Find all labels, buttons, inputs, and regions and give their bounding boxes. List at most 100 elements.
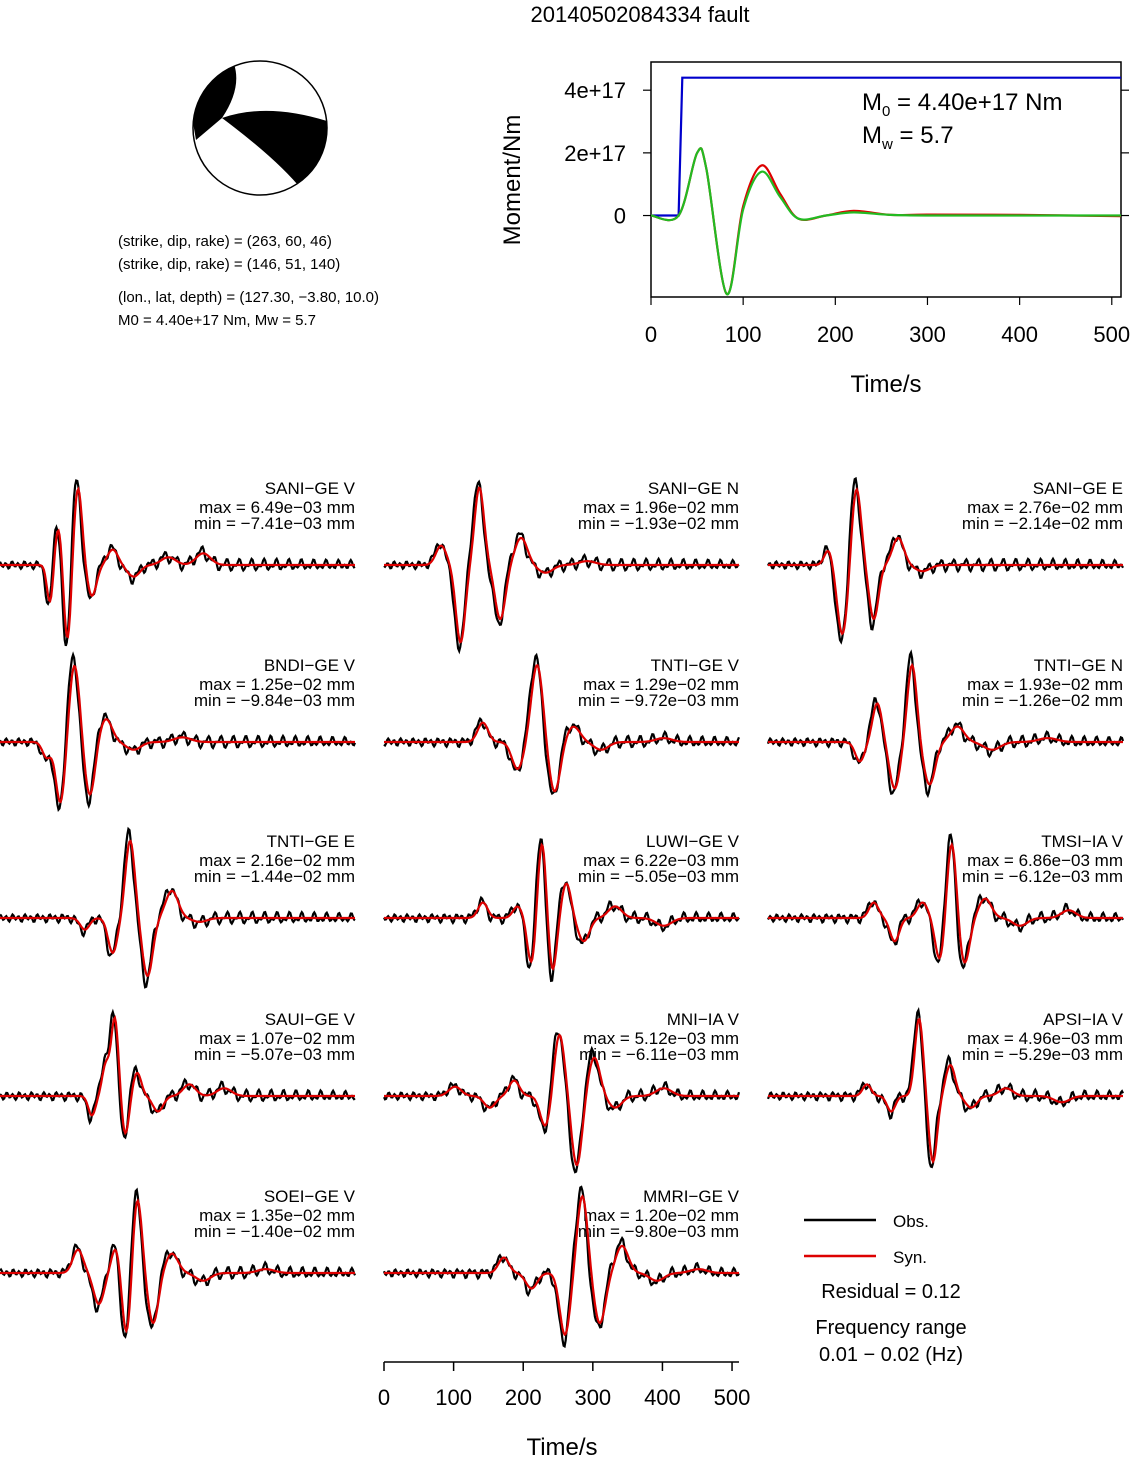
moment-ytick-label: 4e+17	[564, 78, 626, 103]
station-max: max = 1.25e−02 mm	[199, 675, 355, 694]
time-axis-tick-label: 300	[574, 1385, 611, 1410]
station-min: min = −1.93e−02 mm	[578, 514, 739, 533]
station-min: min = −7.41e−03 mm	[194, 514, 355, 533]
synthetic-trace	[384, 842, 739, 971]
station-name: SANI−GE V	[265, 479, 356, 498]
synthetic-trace	[768, 486, 1123, 636]
synthetic-trace	[384, 1033, 739, 1167]
station-max: max = 6.22e−03 mm	[583, 851, 739, 870]
station-min: min = −9.84e−03 mm	[194, 691, 355, 710]
legend-syn-label: Syn.	[893, 1248, 927, 1267]
station-min: min = −6.11e−03 mm	[579, 1045, 739, 1064]
beachball-compression-lower	[222, 110, 327, 190]
station-max: max = 1.35e−02 mm	[199, 1206, 355, 1225]
moment-xtick-label: 100	[725, 322, 762, 347]
synthetic-trace	[0, 1015, 355, 1136]
station-name: TNTI−GE V	[651, 656, 740, 675]
waveform-xlabel: Time/s	[526, 1434, 597, 1457]
synthetic-trace	[0, 839, 355, 978]
moment-rate-green-line	[650, 147, 1121, 296]
time-axis-tick-label: 100	[435, 1385, 472, 1410]
station-max: max = 6.86e−03 mm	[967, 851, 1123, 870]
moment-ylabel: Moment/Nm	[499, 115, 526, 246]
moment-magnitude-line: M0 = 4.40e+17 Nm, Mw = 5.7	[118, 312, 316, 329]
nodal-plane-2: (strike, dip, rake) = (146, 51, 140)	[118, 256, 340, 273]
station-name: SOEI−GE V	[264, 1187, 356, 1206]
m0-annotation: M0 = 4.40e+17 Nm	[862, 89, 1062, 120]
station-min: min = −5.29e−03 mm	[962, 1045, 1123, 1064]
station-max: max = 1.29e−02 mm	[583, 675, 739, 694]
legend: Obs. Syn. Residual = 0.12 Frequency rang…	[804, 1212, 967, 1366]
nodal-plane-1: (strike, dip, rake) = (263, 60, 46)	[118, 233, 332, 250]
station-min: min = −1.40e−02 mm	[194, 1222, 355, 1241]
station-name: SANI−GE E	[1033, 479, 1123, 498]
station-max: max = 2.16e−02 mm	[199, 851, 355, 870]
mw-annotation: Mw = 5.7	[862, 122, 954, 153]
station-min: min = −1.26e−02 mm	[962, 691, 1123, 710]
observed-trace	[0, 651, 357, 813]
station-max: max = 1.07e−02 mm	[199, 1029, 355, 1048]
station-name: TNTI−GE E	[267, 832, 355, 851]
station-name: BNDI−GE V	[264, 656, 356, 675]
station-name: SAUI−GE V	[265, 1010, 356, 1029]
station-max: max = 5.12e−03 mm	[583, 1029, 739, 1048]
moment-xlabel: Time/s	[850, 371, 921, 398]
time-axis-tick-label: 200	[505, 1385, 542, 1410]
station-name: MNI−IA V	[667, 1010, 740, 1029]
synthetic-trace	[384, 486, 739, 644]
location-line: (lon., lat, depth) = (127.30, −3.80, 10.…	[118, 289, 379, 306]
observed-trace	[767, 476, 1124, 645]
station-name: MMRI−GE V	[643, 1187, 740, 1206]
time-axis-tick-label: 0	[378, 1385, 390, 1410]
station-max: max = 1.93e−02 mm	[967, 675, 1123, 694]
beachball	[192, 60, 328, 196]
synthetic-trace	[0, 1198, 355, 1334]
cumulative-moment-line	[651, 76, 1121, 217]
residual-text: Residual = 0.12	[821, 1281, 961, 1303]
synthetic-trace	[768, 1017, 1123, 1164]
observed-trace	[383, 838, 740, 983]
synthetic-trace	[768, 841, 1123, 964]
moment-xtick-label: 500	[1093, 322, 1130, 347]
synthetic-trace	[768, 662, 1123, 790]
synthetic-trace	[384, 1194, 739, 1337]
station-max: max = 6.49e−03 mm	[199, 498, 355, 517]
synthetic-trace	[0, 486, 355, 639]
station-max: max = 1.96e−02 mm	[583, 498, 739, 517]
station-min: min = −9.72e−03 mm	[578, 691, 739, 710]
station-max: max = 4.96e−03 mm	[967, 1029, 1123, 1048]
station-min: min = −5.05e−03 mm	[578, 867, 739, 886]
moment-xtick-label: 200	[817, 322, 854, 347]
station-name: APSI−IA V	[1043, 1010, 1124, 1029]
moment-plot-frame	[650, 61, 1122, 298]
observed-trace	[767, 833, 1124, 970]
synthetic-trace	[0, 664, 355, 804]
frequency-label: Frequency range	[815, 1317, 966, 1339]
moment-xtick-label: 0	[645, 322, 657, 347]
station-min: min = −2.14e−02 mm	[962, 514, 1123, 533]
station-min: min = −1.44e−02 mm	[194, 867, 355, 886]
moment-ytick-label: 0	[614, 204, 626, 229]
station-name: TMSI−IA V	[1041, 832, 1123, 851]
station-max: max = 1.20e−02 mm	[583, 1206, 739, 1225]
station-name: TNTI−GE N	[1034, 656, 1123, 675]
synthetic-trace	[384, 664, 739, 793]
station-min: min = −6.12e−03 mm	[962, 867, 1123, 886]
legend-obs-label: Obs.	[893, 1212, 929, 1231]
moment-ytick-label: 2e+17	[564, 141, 626, 166]
